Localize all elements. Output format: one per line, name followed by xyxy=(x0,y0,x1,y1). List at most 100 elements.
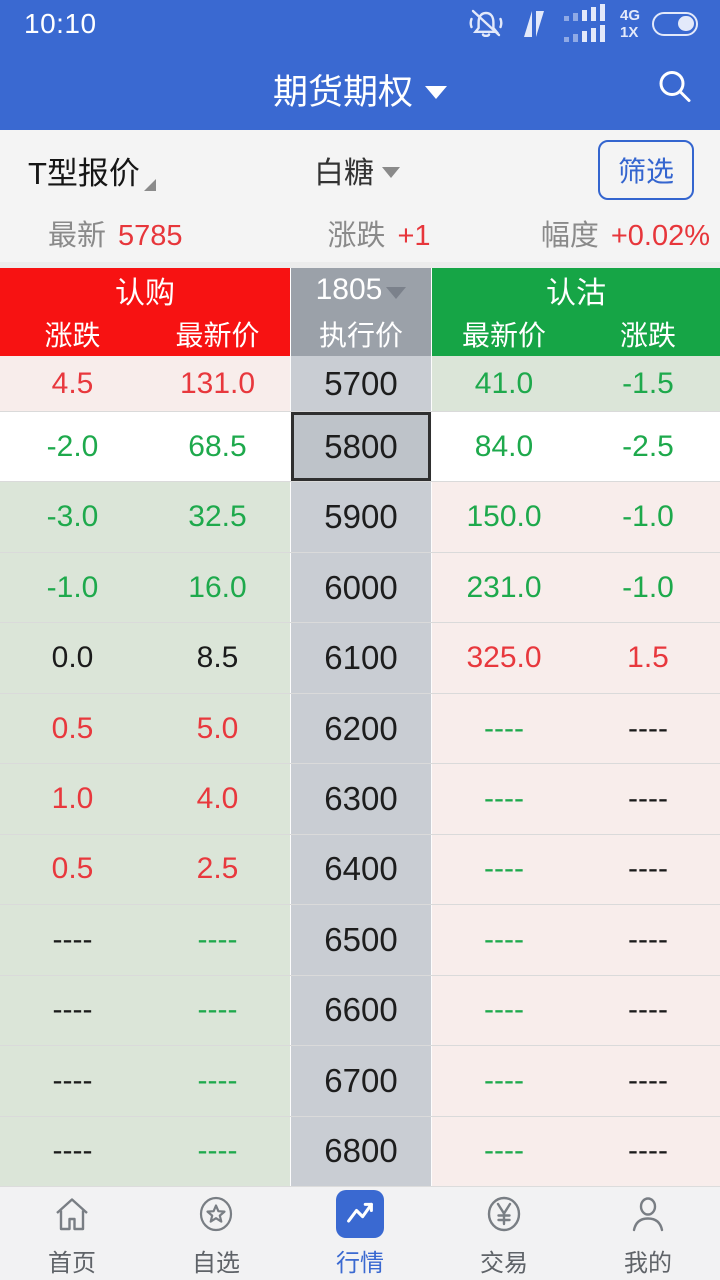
table-header: 认购 涨跌 最新价 1805 执行价 认沽 最新价 涨跌 xyxy=(0,268,720,356)
call-change-value: ---- xyxy=(52,1134,93,1168)
strike-cell: 6200 xyxy=(290,693,432,764)
call-last-value: ---- xyxy=(197,922,238,956)
change-group: 涨跌 +1 xyxy=(327,220,431,252)
strike-value: 6100 xyxy=(324,639,398,677)
put-change-value: ---- xyxy=(628,711,668,745)
table-row[interactable]: ---- ---- 6800 ---- ---- xyxy=(0,1115,720,1186)
call-last-value: 16.0 xyxy=(188,570,247,604)
put-last-value: ---- xyxy=(484,1063,524,1097)
table-row[interactable]: 0.0 8.5 6100 325.0 1.5 xyxy=(0,622,720,693)
put-cell: 150.0 -1.0 xyxy=(432,482,720,552)
table-row[interactable]: -3.0 32.5 5900 150.0 -1.0 xyxy=(0,481,720,552)
strike-cell: 6700 xyxy=(290,1046,432,1116)
table-body: 4.5 131.0 5700 41.0 -1.5 -2.0 68.5 5800 … xyxy=(0,356,720,1186)
call-cell: -2.0 68.5 xyxy=(0,412,290,482)
person-icon xyxy=(624,1189,672,1239)
underlying-quote-row: 最新 5785 涨跌 +1 幅度 +0.02% xyxy=(0,210,720,262)
filter-button[interactable]: 筛选 xyxy=(597,140,694,200)
strike-value: 5800 xyxy=(324,427,398,465)
nav-watchlist[interactable]: 自选 xyxy=(144,1187,288,1280)
call-change-value: ---- xyxy=(52,1063,93,1097)
table-row[interactable]: ---- ---- 6500 ---- ---- xyxy=(0,904,720,975)
put-last-value: 231.0 xyxy=(466,570,542,604)
put-cell: ---- ---- xyxy=(432,905,720,975)
call-header: 认购 涨跌 最新价 xyxy=(0,268,290,356)
call-last-value: 5.0 xyxy=(196,711,239,745)
contract-header[interactable]: 1805 执行价 xyxy=(290,268,432,356)
call-cell: 0.0 8.5 xyxy=(0,623,290,693)
strike-cell: 6300 xyxy=(290,764,432,834)
put-cell: ---- ---- xyxy=(432,764,720,834)
app-bar: 期货期权 xyxy=(0,48,720,130)
market-selector[interactable]: 期货期权 xyxy=(273,64,447,115)
call-last-value: 131.0 xyxy=(179,366,256,400)
call-cell: -3.0 32.5 xyxy=(0,482,290,552)
call-change-value: 1.0 xyxy=(51,781,94,815)
nav-quotes[interactable]: 行情 xyxy=(288,1187,432,1280)
toolbar: T型报价 白糖 筛选 xyxy=(0,130,720,210)
table-row[interactable]: 4.5 131.0 5700 41.0 -1.5 xyxy=(0,356,720,411)
col-put-change: 涨跌 xyxy=(619,320,676,351)
nav-home[interactable]: 首页 xyxy=(0,1187,144,1280)
clock: 10:10 xyxy=(24,8,97,39)
call-change-value: -3.0 xyxy=(46,500,99,534)
call-last-value: 68.5 xyxy=(188,429,247,463)
put-cell: 325.0 1.5 xyxy=(432,623,720,693)
put-change-value: ---- xyxy=(628,781,668,815)
strike-cell: 6500 xyxy=(290,905,432,975)
put-change-value: 1.5 xyxy=(627,641,669,675)
put-cell: ---- ---- xyxy=(432,693,720,764)
call-change-value: 0.0 xyxy=(51,641,94,675)
home-icon xyxy=(48,1189,96,1239)
put-change-value: -2.5 xyxy=(622,429,674,463)
divider xyxy=(0,262,720,268)
call-last-value: 2.5 xyxy=(196,852,239,886)
signal-icon xyxy=(562,4,608,44)
network-type-label: 4G 1X xyxy=(619,7,640,41)
chart-icon xyxy=(336,1189,384,1239)
call-change-value: -2.0 xyxy=(46,429,99,463)
call-cell: 4.5 131.0 xyxy=(0,356,290,411)
table-row[interactable]: -1.0 16.0 6000 231.0 -1.0 xyxy=(0,551,720,623)
put-last-value: ---- xyxy=(484,711,524,745)
yen-icon xyxy=(480,1189,528,1239)
nav-profile[interactable]: 我的 xyxy=(576,1187,720,1280)
call-change-value: -1.0 xyxy=(46,570,99,604)
status-icons: 4G 1X xyxy=(466,4,698,44)
call-cell: ---- ---- xyxy=(0,975,290,1046)
table-row[interactable]: -2.0 68.5 5800 84.0 -2.5 xyxy=(0,411,720,482)
put-last-value: 150.0 xyxy=(466,500,542,534)
strike-value: 6200 xyxy=(324,709,398,747)
put-change-value: -1.5 xyxy=(622,366,674,400)
call-last-value: 32.5 xyxy=(188,500,247,534)
quote-type-selector[interactable]: T型报价 xyxy=(28,148,156,193)
nav-trade[interactable]: 交易 xyxy=(432,1187,576,1280)
status-bar: 10:10 xyxy=(0,0,720,48)
put-title: 认沽 xyxy=(546,277,606,310)
table-row[interactable]: 0.5 2.5 6400 ---- ---- xyxy=(0,833,720,905)
call-cell: ---- ---- xyxy=(0,1116,290,1186)
strike-column-label: 执行价 xyxy=(318,320,403,351)
put-cell: 84.0 -2.5 xyxy=(432,412,720,482)
symbol-selector[interactable]: 白糖 xyxy=(116,148,598,192)
latest-price-group: 最新 5785 xyxy=(48,220,183,252)
call-cell: -1.0 16.0 xyxy=(0,552,290,623)
col-call-last: 最新价 xyxy=(175,320,260,351)
strike-value: 6300 xyxy=(324,779,398,817)
vibrate-icon xyxy=(518,6,550,42)
put-change-value: ---- xyxy=(628,922,668,956)
put-cell: ---- ---- xyxy=(432,834,720,905)
table-row[interactable]: ---- ---- 6600 ---- ---- xyxy=(0,974,720,1046)
call-last-value: ---- xyxy=(197,1134,238,1168)
quote-type-label: T型报价 xyxy=(28,155,140,191)
change-value: +1 xyxy=(397,220,431,252)
strike-value: 6600 xyxy=(324,991,398,1029)
put-last-value: 41.0 xyxy=(474,366,534,400)
strike-value: 5900 xyxy=(324,498,398,536)
search-icon[interactable] xyxy=(654,66,696,113)
table-row[interactable]: ---- ---- 6700 ---- ---- xyxy=(0,1045,720,1116)
table-row[interactable]: 0.5 5.0 6200 ---- ---- xyxy=(0,692,720,764)
table-row[interactable]: 1.0 4.0 6300 ---- ---- xyxy=(0,763,720,834)
latest-price-value: 5785 xyxy=(118,220,183,252)
